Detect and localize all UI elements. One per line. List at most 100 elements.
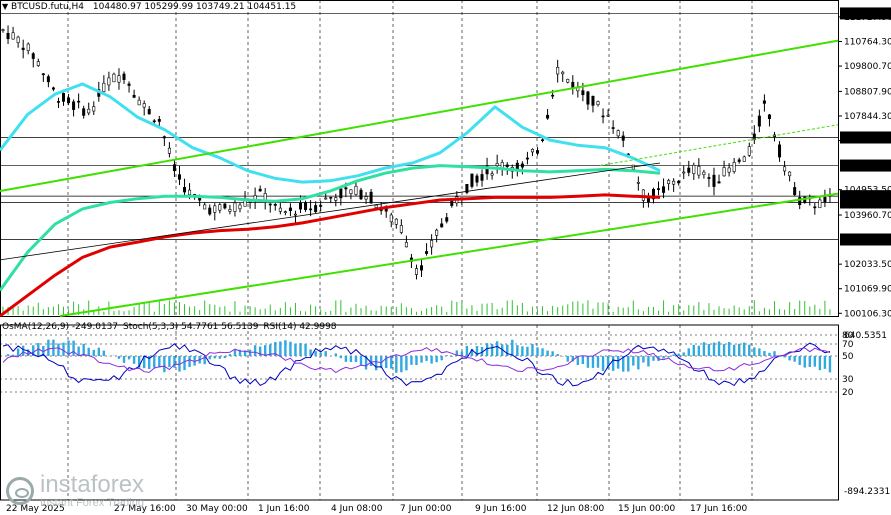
candle-body	[767, 114, 771, 119]
candle-body	[606, 114, 610, 117]
candle-body	[293, 213, 297, 216]
candle-body	[495, 163, 499, 166]
candle-body	[662, 186, 666, 193]
price-tick-label: 104451.15	[842, 198, 891, 208]
stoch-level-label: 20	[842, 388, 854, 398]
candle-body	[188, 189, 192, 195]
candle-body	[369, 191, 373, 204]
watermark-tagline: Instant Forex Trading	[40, 497, 144, 509]
candle-body	[339, 188, 343, 199]
candle-body	[581, 90, 585, 96]
candle-body	[420, 265, 424, 271]
price-tick-label: 107844.30	[844, 112, 891, 122]
candle-body	[535, 150, 539, 154]
time-label: 4 Jun 08:00	[331, 504, 383, 514]
candle-body	[36, 61, 40, 66]
candle-body	[591, 95, 595, 106]
main-pane-frame	[0, 0, 839, 317]
collapse-arrow-icon[interactable]: ▼	[2, 2, 9, 11]
level-tag	[840, 131, 891, 144]
candle-body	[430, 240, 434, 248]
candle-body	[223, 203, 227, 209]
candle-body	[142, 103, 146, 108]
candle-body	[651, 189, 655, 200]
candle-body	[344, 187, 348, 190]
candle-body	[112, 73, 116, 83]
channel-upper-line	[0, 39, 839, 193]
osc-axis-label: -894.2331	[844, 487, 890, 497]
candle-body	[157, 119, 161, 122]
candle-body	[87, 108, 91, 114]
level-tag	[840, 7, 891, 20]
candle-body	[465, 184, 469, 193]
time-label: 30 May 00:00	[186, 504, 248, 514]
candle-body	[611, 127, 615, 129]
rsi-label: RSI(14) 42.9998	[263, 322, 337, 332]
candle-body	[208, 207, 212, 215]
candle-body	[283, 211, 287, 213]
candle-body	[162, 136, 166, 139]
candle-body	[757, 115, 761, 127]
candle-body	[82, 108, 86, 116]
price-tick-label: 103000.00	[842, 236, 891, 246]
candle-body	[389, 214, 393, 223]
stoch-level-label: 70	[842, 340, 854, 350]
candle-body	[742, 156, 746, 162]
trend-line	[0, 162, 661, 261]
candle-body	[520, 163, 524, 168]
candle-body	[6, 32, 10, 40]
candle-body	[203, 204, 207, 210]
candle-body	[147, 108, 151, 115]
candle-body	[667, 180, 671, 184]
price-tick-label: 107000.00	[842, 134, 891, 144]
candle-body	[747, 146, 751, 156]
rsi-line	[2, 347, 831, 374]
candle-body	[319, 205, 323, 207]
time-label: 7 Jun 00:00	[400, 504, 452, 514]
candle-body	[117, 75, 121, 83]
candle-body	[394, 218, 398, 225]
candle-body	[823, 196, 827, 203]
candle-body	[92, 106, 96, 112]
candle-body	[273, 204, 277, 206]
candle-body	[586, 91, 590, 105]
candle-body	[72, 101, 76, 110]
stoch-level-label: 80	[842, 331, 854, 341]
candle-body	[818, 199, 822, 209]
ohlc-readout: 104480.97 105299.99 103749.21 104451.15	[92, 2, 297, 12]
stoch-level-label: 30	[842, 375, 854, 385]
candle-body	[238, 204, 242, 210]
candle-body	[299, 202, 303, 210]
candle-body	[697, 166, 701, 176]
candle-body	[621, 135, 625, 141]
price-tick-label: 101069.90	[844, 285, 891, 295]
candle-body	[374, 204, 378, 208]
price-tick-label: 105900.00	[842, 162, 891, 172]
ema-slow-line	[0, 193, 661, 318]
candle-body	[636, 182, 640, 184]
price-tick-label: 100106.30	[844, 309, 891, 319]
candle-body	[722, 167, 726, 177]
candle-body	[183, 187, 187, 193]
candle-body	[737, 159, 741, 162]
candle-body	[752, 133, 756, 141]
time-label: 15 Jun 00:00	[618, 504, 675, 514]
price-tick-label: 103960.70	[844, 211, 891, 221]
candle-body	[213, 205, 217, 213]
candle-body	[334, 197, 338, 201]
candle-body	[62, 93, 66, 102]
price-tick-label: 108807.90	[844, 87, 891, 97]
candle-body	[77, 100, 81, 103]
candle-body	[530, 149, 534, 153]
candle-body	[435, 229, 439, 236]
time-label: 22 May 2025	[6, 504, 65, 514]
candle-body	[278, 207, 282, 212]
time-label: 1 Jun 16:00	[258, 504, 310, 514]
candle-body	[601, 115, 605, 118]
candle-body	[399, 225, 403, 233]
candle-body	[490, 173, 494, 176]
candle-body	[102, 82, 106, 93]
symbol-label: BTCUSD.futu,H4	[11, 2, 85, 12]
